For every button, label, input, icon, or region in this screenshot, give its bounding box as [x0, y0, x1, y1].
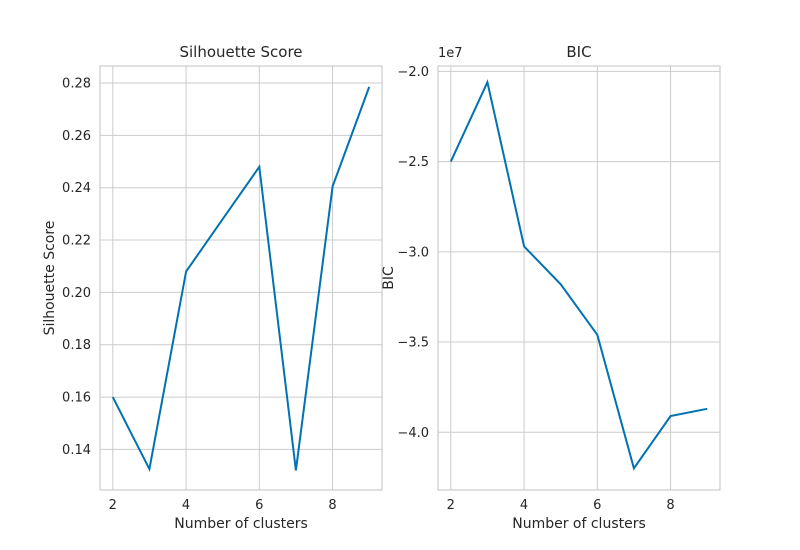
bic-panel: BIC Number of clusters BIC 1e7 2 4 6 8 −2.0 −… [381, 43, 721, 532]
silhouette-panel: Silhouette Score Number of clusters Silh… [42, 43, 383, 532]
silhouette-axes-frame [99, 65, 383, 491]
bic-title: BIC [566, 43, 591, 61]
bic-y-tick-label: −3.5 [397, 336, 429, 351]
bic-x-tick-label: 2 [447, 498, 455, 513]
bic-offset-label: 1e7 [438, 46, 463, 61]
silhouette-title: Silhouette Score [179, 43, 302, 61]
bic-x-tick-label: 8 [666, 498, 674, 513]
bic-axes-frame [437, 65, 721, 491]
silhouette-x-tick-label: 6 [255, 498, 263, 513]
silhouette-y-tick-label: 0.28 [62, 77, 91, 92]
bic-ylabel: BIC [381, 266, 397, 290]
silhouette-x-tick-label: 2 [109, 498, 117, 513]
silhouette-series-line [111, 86, 371, 473]
silhouette-y-tick-label: 0.14 [62, 443, 91, 458]
silhouette-y-tick-label: 0.26 [62, 129, 91, 144]
silhouette-xlabel: Number of clusters [174, 516, 308, 532]
silhouette-x-tick-label: 4 [182, 498, 190, 513]
silhouette-y-tick-label: 0.22 [62, 234, 91, 249]
silhouette-grid [100, 66, 382, 490]
bic-y-tick-label: −2.5 [397, 155, 429, 170]
silhouette-y-tick-label: 0.20 [62, 286, 91, 301]
bic-series-line [449, 79, 708, 471]
silhouette-y-tick-label: 0.18 [62, 338, 91, 353]
bic-x-tick-label: 4 [520, 498, 528, 513]
bic-grid [438, 66, 720, 490]
bic-y-tick-label: −4.0 [397, 426, 429, 441]
bic-y-tick-label: −3.0 [397, 245, 429, 260]
silhouette-ylabel: Silhouette Score [42, 221, 58, 336]
silhouette-y-tick-label: 0.24 [62, 181, 91, 196]
bic-x-tick-label: 6 [593, 498, 601, 513]
silhouette-x-tick-label: 8 [328, 498, 336, 513]
bic-y-tick-label: −2.0 [397, 65, 429, 80]
silhouette-y-tick-label: 0.16 [62, 391, 91, 406]
bic-xlabel: Number of clusters [512, 516, 646, 532]
